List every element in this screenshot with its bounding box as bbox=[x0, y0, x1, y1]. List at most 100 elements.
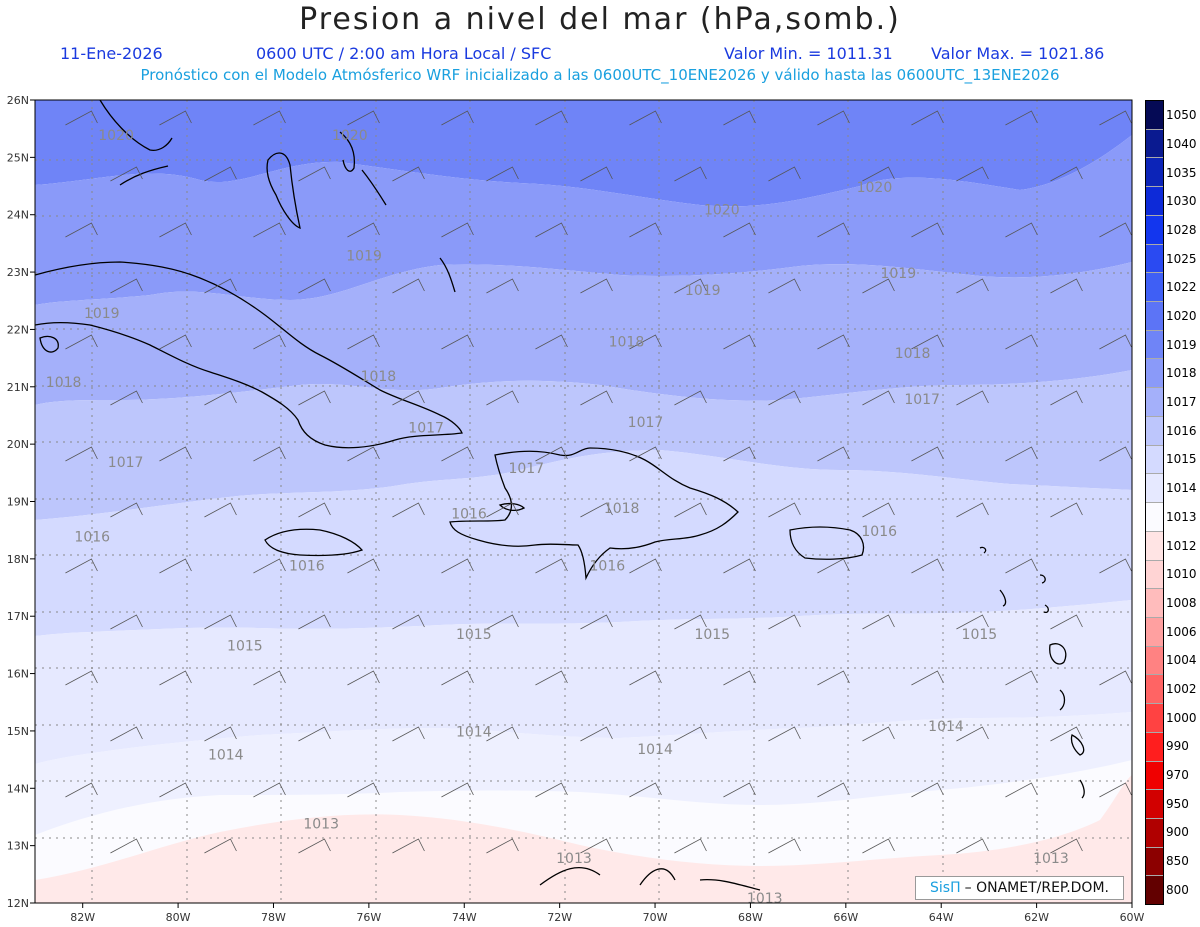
wind-barb bbox=[298, 278, 331, 294]
contour-label: 1014 bbox=[928, 719, 964, 735]
wind-barb bbox=[253, 782, 286, 798]
wind-barb bbox=[723, 782, 756, 798]
wind-barb bbox=[862, 390, 895, 406]
wind-barb bbox=[956, 726, 989, 742]
wind-barb bbox=[1099, 222, 1132, 238]
wind-barb bbox=[110, 278, 143, 294]
gonave-island bbox=[498, 502, 526, 512]
colorbar-cell bbox=[1146, 617, 1163, 647]
wind-barb bbox=[817, 334, 850, 350]
contour-label: 1015 bbox=[694, 627, 730, 643]
wind-barb bbox=[486, 278, 519, 294]
lat-label: 14N bbox=[7, 782, 29, 795]
wind-barb bbox=[441, 334, 474, 350]
band-1015 bbox=[35, 600, 1132, 764]
wind-barb bbox=[768, 614, 801, 630]
wind-barb bbox=[535, 334, 568, 350]
lon-label: 68W bbox=[738, 911, 763, 924]
wind-barb bbox=[862, 614, 895, 630]
colorbar-cell bbox=[1146, 187, 1163, 216]
contour-label: 1013 bbox=[747, 891, 783, 907]
band-1014 bbox=[35, 712, 1132, 835]
wind-barb bbox=[1005, 110, 1038, 126]
colorbar-label: 1006 bbox=[1166, 624, 1197, 639]
forecast-date: 11-Ene-2026 bbox=[60, 44, 163, 63]
lon-label: 64W bbox=[929, 911, 954, 924]
wind-barb bbox=[441, 670, 474, 686]
colorbar-label: 1008 bbox=[1166, 595, 1197, 610]
colorbar-label: 1018 bbox=[1166, 366, 1197, 381]
contour-label: 1019 bbox=[685, 283, 721, 299]
wind-barb bbox=[253, 334, 286, 350]
lon-label: 62W bbox=[1024, 911, 1049, 924]
wind-barb bbox=[298, 502, 331, 518]
wind-barb bbox=[674, 614, 707, 630]
colorbar-cell bbox=[1146, 675, 1163, 705]
contour-label: 1014 bbox=[637, 742, 673, 758]
colorbar-label: 1013 bbox=[1166, 509, 1197, 524]
wind-barb bbox=[486, 838, 519, 854]
colorbar-cell bbox=[1146, 158, 1163, 188]
wind-barb bbox=[580, 838, 613, 854]
wind-barb bbox=[65, 558, 98, 574]
colorbar-cell bbox=[1146, 847, 1163, 877]
wind-barbs bbox=[65, 110, 1132, 854]
wind-barb bbox=[768, 278, 801, 294]
wind-barb bbox=[1099, 446, 1132, 462]
page-title: Presion a nivel del mar (hPa,somb.) bbox=[299, 2, 901, 37]
wind-barb bbox=[65, 222, 98, 238]
jamaica-coast bbox=[264, 528, 364, 557]
contour-label: 1015 bbox=[962, 627, 998, 643]
wind-barb bbox=[486, 614, 519, 630]
wind-barb bbox=[629, 670, 662, 686]
colorbar-label: 900 bbox=[1166, 825, 1189, 840]
wind-barb bbox=[253, 670, 286, 686]
colorbar-cell bbox=[1146, 359, 1163, 389]
lat-label: 17N bbox=[7, 610, 29, 623]
wind-barb bbox=[204, 278, 237, 294]
colorbar-label: 1020 bbox=[1166, 309, 1197, 324]
lat-label: 16N bbox=[7, 668, 29, 681]
wind-barb bbox=[204, 838, 237, 854]
wind-barb bbox=[1050, 166, 1083, 182]
wind-barb bbox=[911, 558, 944, 574]
colorbar-label: 1022 bbox=[1166, 280, 1197, 295]
colorbar-cell bbox=[1146, 129, 1163, 159]
wind-barb bbox=[629, 446, 662, 462]
colorbar-cell bbox=[1146, 215, 1163, 245]
cuba-coast bbox=[35, 261, 463, 449]
lat-label: 23N bbox=[7, 266, 29, 279]
wind-barb bbox=[817, 110, 850, 126]
lat-label: 24N bbox=[7, 209, 29, 222]
wind-barb bbox=[392, 166, 425, 182]
wind-barb bbox=[862, 278, 895, 294]
wind-barb bbox=[580, 726, 613, 742]
wind-barb bbox=[159, 558, 192, 574]
bahamas-long-island bbox=[439, 257, 456, 293]
lon-label: 70W bbox=[643, 911, 668, 924]
wind-barb bbox=[1050, 278, 1083, 294]
wind-barb bbox=[65, 782, 98, 798]
colorbar-cell bbox=[1146, 244, 1163, 274]
wind-barb bbox=[674, 502, 707, 518]
wind-barb bbox=[674, 390, 707, 406]
colorbar-cell bbox=[1146, 388, 1163, 417]
contour-label: 1017 bbox=[108, 455, 144, 471]
wind-barb bbox=[347, 782, 380, 798]
florida-coast bbox=[99, 100, 173, 186]
wind-barb bbox=[674, 726, 707, 742]
wind-barb bbox=[862, 502, 895, 518]
wind-barb bbox=[392, 502, 425, 518]
wind-barb bbox=[580, 166, 613, 182]
contour-label: 1017 bbox=[408, 421, 444, 437]
wind-barb bbox=[723, 670, 756, 686]
wind-barb bbox=[723, 558, 756, 574]
wind-barb bbox=[65, 110, 98, 126]
colorbar-label: 1035 bbox=[1166, 165, 1197, 180]
wind-barb bbox=[65, 446, 98, 462]
colorbar-label: 1016 bbox=[1166, 423, 1197, 438]
colorbar-label: 1050 bbox=[1166, 108, 1197, 123]
colorbar-cell bbox=[1146, 531, 1163, 561]
wind-barb bbox=[674, 166, 707, 182]
